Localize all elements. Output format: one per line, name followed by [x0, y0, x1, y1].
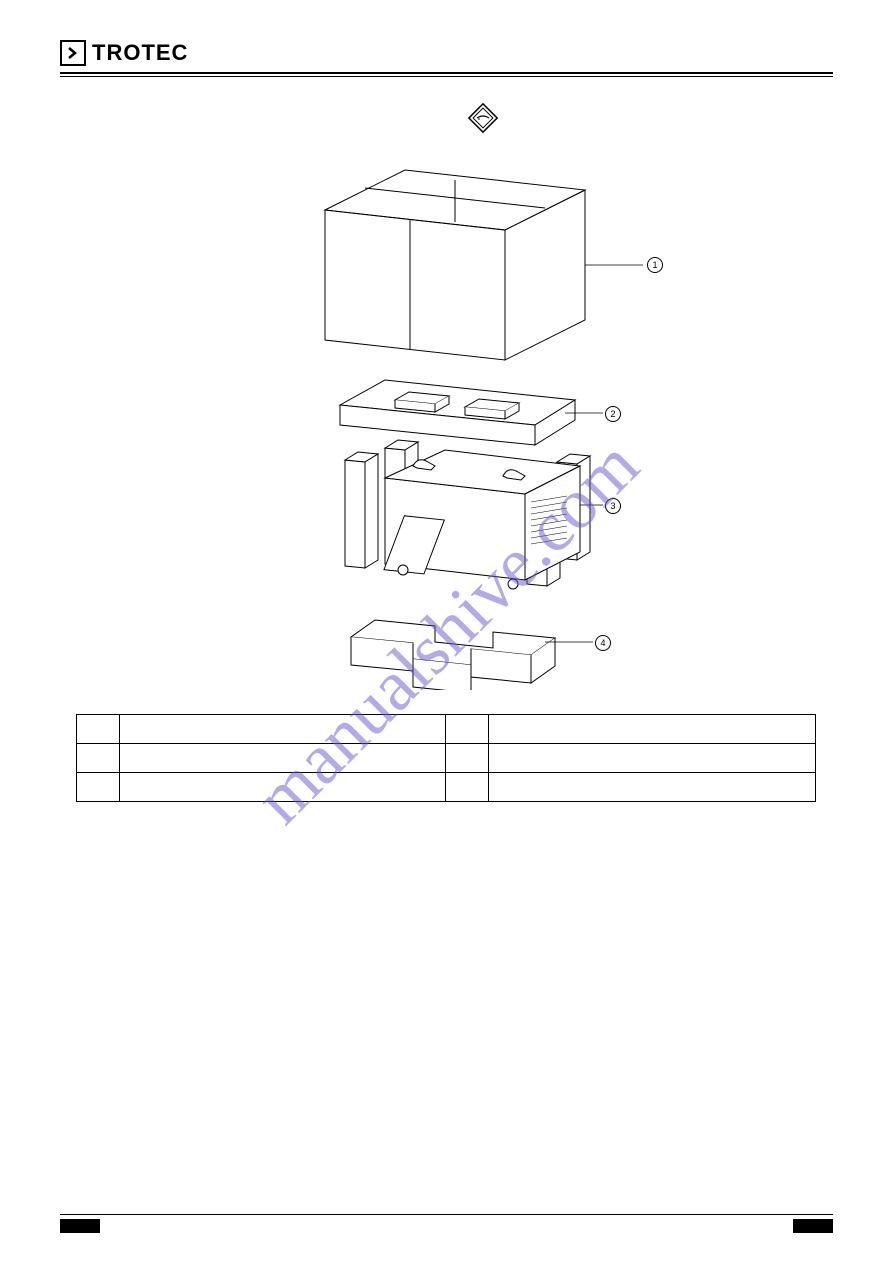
header-rule-2 [60, 76, 833, 77]
manual-page: TROTEC [0, 0, 893, 1263]
cell-r0c2 [446, 715, 489, 744]
cell-r0c0 [77, 715, 120, 744]
footer-rule [60, 1214, 833, 1215]
cell-r0c1 [119, 715, 446, 744]
header-rule-1 [60, 72, 833, 74]
cell-r2c2 [446, 773, 489, 802]
brand-name: TROTEC [92, 40, 188, 66]
diagram-box [325, 170, 585, 360]
table-row [77, 744, 816, 773]
cell-r2c1 [119, 773, 446, 802]
cell-r1c2 [446, 744, 489, 773]
footer-bar-left [60, 1219, 100, 1233]
cell-r0c3 [489, 715, 816, 744]
callout-3: 3 [605, 498, 621, 514]
note-diamond-icon [465, 100, 501, 136]
cell-r1c1 [119, 744, 446, 773]
diagram-top-foam [340, 380, 575, 445]
cell-r1c0 [77, 744, 120, 773]
table-row [77, 715, 816, 744]
callout-2: 2 [605, 406, 621, 422]
callout-1: 1 [647, 257, 663, 273]
diagram-bottom-foam [351, 620, 555, 690]
callout-4: 4 [595, 635, 611, 651]
cell-r2c3 [489, 773, 816, 802]
brand-chevron-icon [60, 40, 86, 66]
table-row [77, 773, 816, 802]
exploded-diagram: 1 2 3 4 [235, 150, 655, 690]
brand-logo: TROTEC [60, 40, 188, 66]
cell-r1c3 [489, 744, 816, 773]
footer-bar-right [793, 1219, 833, 1233]
cell-r2c0 [77, 773, 120, 802]
parts-table [76, 714, 816, 802]
